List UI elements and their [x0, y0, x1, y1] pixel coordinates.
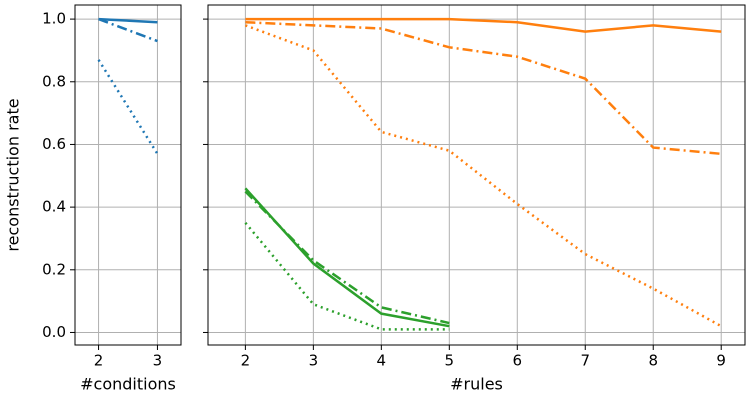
x-axis-label: #rules: [450, 375, 503, 394]
x-axis-label: #conditions: [80, 375, 176, 394]
y-axis-label: reconstruction rate: [4, 98, 23, 251]
x-tick-label: 2: [241, 352, 251, 370]
y-tick-label: 0.4: [42, 198, 66, 216]
x-tick-label: 2: [94, 352, 104, 370]
series-line: [245, 20, 722, 156]
series-line: [244, 24, 722, 328]
x-tick-label: 4: [377, 352, 387, 370]
x-tick-label: 7: [580, 352, 590, 370]
axes-frame: [74, 4, 182, 346]
axes-frame: [207, 4, 746, 346]
x-tick-label: 3: [153, 352, 163, 370]
series-line: [244, 187, 450, 328]
x-tick-label: 5: [445, 352, 455, 370]
series-line: [98, 17, 158, 24]
x-tick-label: 9: [716, 352, 726, 370]
x-tick-label: 8: [648, 352, 658, 370]
y-tick-label: 0.8: [42, 72, 66, 90]
y-tick-label: 0.2: [42, 260, 66, 278]
series-line: [97, 59, 159, 155]
x-tick-label: 6: [513, 352, 523, 370]
series-line: [245, 17, 722, 33]
y-tick-label: 1.0: [42, 10, 66, 28]
series-line: [244, 221, 450, 331]
x-tick-label: 3: [309, 352, 319, 370]
y-tick-label: 0.0: [42, 323, 66, 341]
y-tick-label: 0.6: [42, 135, 66, 153]
series-line: [244, 190, 450, 325]
